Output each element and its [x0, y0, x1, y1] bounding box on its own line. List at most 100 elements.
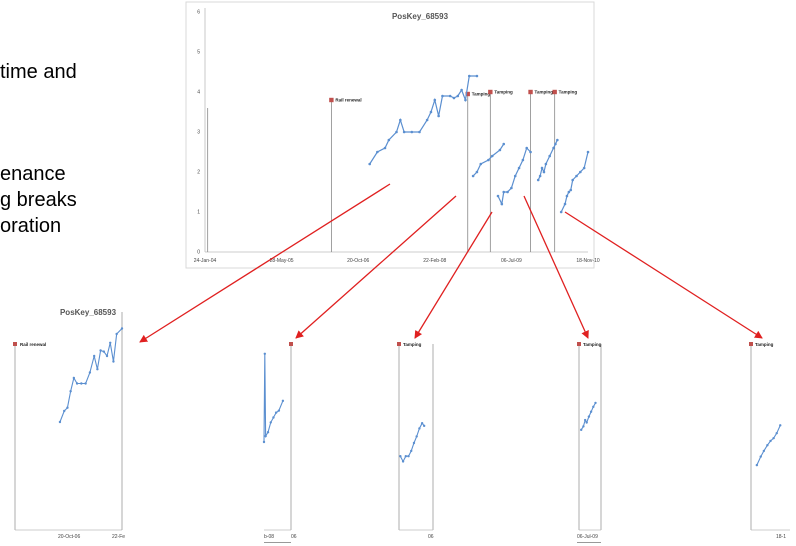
zoom-series-point [269, 421, 272, 424]
zoom1-series [58, 327, 124, 424]
main-series-point [506, 190, 509, 194]
zoom-series-point [592, 405, 595, 409]
zoom-series-point [277, 409, 281, 412]
zoom-series-point [263, 352, 267, 355]
main-series-point [418, 130, 421, 134]
zoom-series-point [69, 390, 72, 393]
zoom-series-point [779, 424, 782, 427]
main-series-line [497, 146, 531, 206]
zoom-series-point [264, 434, 267, 438]
main-series-point [554, 142, 557, 146]
main-series-point [536, 178, 540, 182]
main-series-point [410, 130, 414, 134]
bullet-line-4: oration [0, 215, 62, 237]
main-event-marker [465, 91, 470, 97]
main-xtick: 18-Nov-10 [576, 258, 600, 264]
zoom-series-point [399, 455, 402, 458]
main-series-point [425, 118, 429, 122]
main-series-point [490, 154, 494, 158]
main-series-point [464, 98, 467, 102]
zoom1-title: PosKey_68593 [60, 308, 117, 317]
zoom-series-point [80, 382, 83, 385]
bullet-line-3: g breaks [0, 189, 77, 211]
zoom-series-point [84, 382, 87, 385]
zoom-series-point [105, 354, 109, 358]
zoom-series-point [92, 354, 96, 358]
zoom-series-point [272, 416, 275, 419]
main-event-label: Tamping [559, 90, 578, 95]
main-series-point [563, 202, 567, 206]
zoom-series-point [115, 332, 118, 336]
main-chart-title: PosKey_68593 [392, 12, 449, 21]
main-xtick: 22-Feb-08 [423, 258, 446, 264]
main-ytick: 2 [197, 170, 200, 176]
main-series-point [569, 188, 573, 192]
main-xtick: 24-Jan-04 [194, 258, 217, 264]
main-series-point [567, 190, 571, 194]
main-chart-frame [185, 1, 595, 269]
zoom5-series [755, 424, 782, 467]
main-ytick: 0 [197, 250, 200, 256]
main-series-point [529, 150, 532, 154]
zoom2-xtick-1: b-08 [264, 534, 274, 540]
main-series-point [586, 150, 590, 154]
main-series-point [376, 150, 379, 154]
main-y-ticks: 0 1 2 3 4 5 6 [197, 10, 200, 256]
zoom-panel-4: Tamping 06-Jul-09 [577, 342, 602, 543]
zoom-series-point [75, 382, 79, 385]
zoom-series-point [96, 368, 99, 371]
zoom-series-point [585, 421, 588, 424]
zoom-arrows [139, 183, 763, 343]
zoom-series-point [102, 350, 106, 353]
arrow-to-zoom-4 [523, 195, 589, 339]
main-series-point [387, 138, 391, 142]
zoom-series-point [587, 415, 591, 418]
main-series-point [552, 146, 555, 150]
main-event-marker [528, 89, 533, 95]
arrow-to-zoom-3 [414, 211, 493, 339]
zoom4-scrollbar [577, 542, 601, 543]
main-x-ticks: 24-Jan-04 28-May-05 20-Oct-06 22-Feb-08 06-J… [194, 258, 600, 264]
main-xtick: 28-May-05 [270, 258, 294, 264]
zoom-series-point [415, 435, 418, 438]
main-event-marker [552, 89, 557, 95]
main-xtick: 20-Oct-06 [347, 258, 369, 264]
main-series-point [502, 142, 506, 146]
zoom-series-point [772, 436, 775, 440]
zoom1-xtick-1: 20-Oct-06 [58, 534, 80, 540]
zoom2-scrollbar [264, 542, 291, 543]
main-series-point [471, 174, 475, 178]
arrow-to-zoom-2 [295, 195, 457, 339]
zoom-series-point [63, 409, 66, 413]
main-series-point [521, 158, 525, 162]
zoom-panel-1: Rail renewal PosKey_68593 20-Oct-06 22-F… [13, 308, 125, 540]
main-series-point [502, 190, 506, 194]
main-series-point [582, 166, 586, 170]
zoom-series-point [582, 425, 585, 428]
main-series-point [565, 194, 569, 198]
main-series-point [467, 74, 471, 78]
zoom-series-point [407, 455, 410, 458]
main-series-point [441, 94, 444, 98]
zoom-series-point [281, 399, 285, 403]
zoom2-event-marker [289, 342, 293, 346]
main-series-point [452, 96, 456, 100]
main-ytick: 1 [197, 210, 200, 216]
zoom-series-point [412, 441, 416, 445]
main-series-point [517, 166, 521, 170]
main-series-line [560, 151, 589, 213]
zoom4-series [580, 401, 597, 432]
main-series-point [395, 130, 398, 134]
zoom-panel-3: Tamping 06 [397, 342, 434, 540]
zoom-series-point [580, 428, 583, 432]
zoom1-event-marker [13, 342, 17, 346]
main-series-point [429, 110, 433, 114]
zoom-panel-5: Tamping 18-1 [749, 342, 790, 540]
zoom-series-point [422, 424, 426, 428]
main-series-point [575, 174, 578, 178]
zoom-series-point [112, 360, 115, 363]
zoom4-xtick-1: 06-Jul-09 [577, 534, 598, 540]
main-series-point [525, 146, 529, 150]
zoom-series-point [120, 327, 124, 330]
